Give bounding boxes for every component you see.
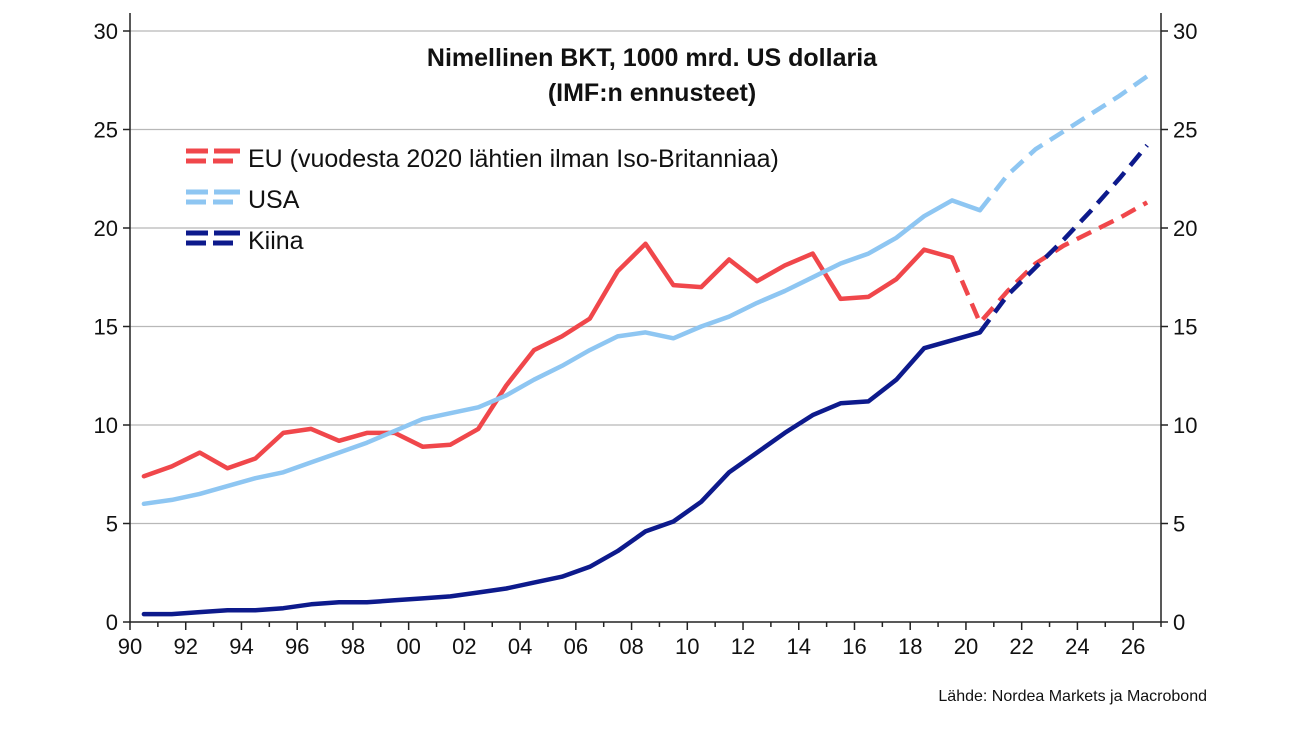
legend-label: Kiina (248, 227, 304, 255)
x-tick-label: 24 (1065, 634, 1089, 659)
kiina-line-forecast (978, 143, 1149, 334)
y-right-tick-label: 30 (1173, 19, 1197, 44)
y-right-tick-label: 0 (1173, 610, 1185, 635)
plot-frame (129, 13, 1162, 623)
eu-line-actual (141, 241, 955, 479)
x-tick-label: 98 (341, 634, 365, 659)
x-tick-label: 20 (954, 634, 978, 659)
eu-line-forecast (949, 200, 1149, 325)
x-tick-label: 12 (731, 634, 755, 659)
y-left-tick-label: 0 (106, 610, 118, 635)
y-right-tick-label: 25 (1173, 118, 1197, 143)
y-left-tick-label: 5 (106, 512, 118, 537)
legend-item-kiina: Kiina (186, 227, 304, 255)
y-left-tick-label: 10 (94, 413, 118, 438)
legend: EU (vuodesta 2020 lähtien ilman Iso-Brit… (186, 145, 779, 255)
legend-item-eu: EU (vuodesta 2020 lähtien ilman Iso-Brit… (186, 145, 779, 173)
legend-item-usa: USA (186, 186, 300, 214)
x-tick-label: 22 (1009, 634, 1033, 659)
y-right-tick-label: 10 (1173, 413, 1197, 438)
chart-title: Nimellinen BKT, 1000 mrd. US dollaria (427, 44, 878, 72)
x-tick-label: 10 (675, 634, 699, 659)
y-right-tick-label: 5 (1173, 512, 1185, 537)
x-tick-label: 04 (508, 634, 532, 659)
x-tick-label: 92 (173, 634, 197, 659)
x-tick-label: 06 (564, 634, 588, 659)
x-tick-label: 26 (1121, 634, 1145, 659)
x-tick-label: 96 (285, 634, 309, 659)
y-left-tick-label: 15 (94, 315, 118, 340)
x-tick-label: 08 (619, 634, 643, 659)
y-left-tick-label: 25 (94, 118, 118, 143)
y-axis-left: 0 5 10 15 20 25 30 (94, 19, 130, 635)
legend-label: USA (248, 186, 300, 214)
series-lines (141, 74, 1149, 617)
x-tick-label: 16 (842, 634, 866, 659)
legend-label: EU (vuodesta 2020 lähtien ilman Iso-Brit… (248, 145, 779, 173)
chart-subtitle: (IMF:n ennusteet) (548, 79, 756, 107)
usa-line-forecast (978, 74, 1149, 212)
x-tick-label: 00 (396, 634, 420, 659)
usa-line-actual (141, 198, 983, 507)
y-left-tick-label: 30 (94, 19, 118, 44)
gridlines (130, 30, 1161, 525)
y-left-tick-label: 20 (94, 216, 118, 241)
y-right-tick-label: 20 (1173, 216, 1197, 241)
y-axis-right: 0 5 10 15 20 25 30 (1161, 19, 1197, 635)
x-tick-label: 02 (452, 634, 476, 659)
x-axis: 90 92 94 96 98 00 02 04 06 08 10 12 14 16 18 20 22 24 26 (118, 622, 1162, 659)
kiina-line-actual (141, 330, 983, 617)
x-tick-label: 18 (898, 634, 922, 659)
x-tick-label: 94 (229, 634, 253, 659)
x-tick-label: 14 (787, 634, 811, 659)
source-note: Lähde: Nordea Markets ja Macrobond (938, 688, 1207, 705)
x-tick-label: 90 (118, 634, 142, 659)
y-right-tick-label: 15 (1173, 315, 1197, 340)
